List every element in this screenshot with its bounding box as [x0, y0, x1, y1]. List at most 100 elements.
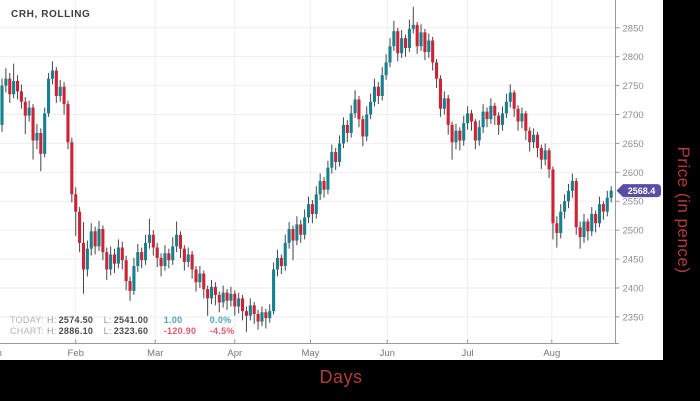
candle-down[interactable] — [435, 62, 439, 79]
candle-down[interactable] — [128, 281, 132, 291]
candle-down[interactable] — [54, 70, 58, 96]
candle-down[interactable] — [586, 221, 590, 232]
candle-up[interactable] — [283, 242, 287, 267]
candle-down[interactable] — [120, 247, 124, 261]
candle-down[interactable] — [524, 113, 528, 131]
candle-up[interactable] — [116, 247, 120, 264]
candle-up[interactable] — [570, 181, 574, 191]
candle-down[interactable] — [539, 148, 543, 160]
candle-up[interactable] — [89, 231, 93, 249]
candle-up[interactable] — [209, 286, 214, 299]
candle-up[interactable] — [400, 38, 404, 54]
candle-down[interactable] — [264, 312, 268, 319]
candle-down[interactable] — [415, 24, 419, 47]
candle-down[interactable] — [159, 257, 163, 267]
candle-up[interactable] — [454, 130, 458, 143]
candle-down[interactable] — [493, 105, 497, 116]
candle-down[interactable] — [512, 92, 516, 109]
candle-down[interactable] — [458, 130, 462, 141]
candle-up[interactable] — [466, 113, 470, 124]
candle-up[interactable] — [365, 114, 369, 137]
candle-up[interactable] — [109, 254, 113, 270]
candle-down[interactable] — [528, 130, 532, 143]
candle-down[interactable] — [423, 32, 427, 53]
candlestick-chart[interactable]: Jan Feb Mar Apr May Jun Jul Aug 2850 2800 2750 2700… — [0, 0, 663, 360]
candle-up[interactable] — [175, 234, 179, 247]
candle-up[interactable] — [268, 311, 272, 319]
candle-up[interactable] — [229, 293, 233, 301]
candle-down[interactable] — [23, 101, 27, 116]
candle-down[interactable] — [70, 142, 74, 195]
candle-down[interactable] — [446, 98, 450, 125]
candle-down[interactable] — [244, 311, 248, 316]
candle-down[interactable] — [334, 152, 338, 162]
candle-up[interactable] — [326, 167, 330, 190]
candle-down[interactable] — [485, 111, 489, 120]
candle-down[interactable] — [124, 260, 128, 282]
candle-down[interactable] — [194, 269, 198, 283]
candle-up[interactable] — [171, 246, 175, 261]
candle-up[interactable] — [248, 305, 252, 316]
candle-down[interactable] — [31, 107, 35, 141]
candle-up[interactable] — [306, 204, 311, 218]
candle-down[interactable] — [19, 91, 23, 102]
candle-down[interactable] — [473, 121, 477, 141]
candle-down[interactable] — [594, 213, 598, 224]
candle-down[interactable] — [233, 293, 237, 307]
candle-down[interactable] — [322, 181, 326, 190]
candle-down[interactable] — [151, 234, 155, 248]
candle-up[interactable] — [500, 113, 505, 125]
candle-down[interactable] — [403, 38, 408, 48]
candle-down[interactable] — [310, 204, 314, 214]
candle-down[interactable] — [256, 314, 260, 322]
candle-up[interactable] — [97, 229, 101, 247]
candle-up[interactable] — [318, 181, 322, 195]
candle-down[interactable] — [155, 247, 159, 258]
candle-up[interactable] — [136, 252, 140, 267]
candle-down[interactable] — [202, 273, 206, 290]
candle-up[interactable] — [12, 80, 16, 95]
candle-up[interactable] — [237, 298, 241, 307]
candle-up[interactable] — [380, 75, 384, 96]
candle-up[interactable] — [303, 217, 307, 235]
candle-up[interactable] — [287, 229, 291, 243]
candle-up[interactable] — [260, 312, 264, 322]
candle-down[interactable] — [361, 119, 365, 137]
candle-down[interactable] — [601, 204, 605, 212]
candle-up[interactable] — [272, 269, 276, 312]
candle-down[interactable] — [291, 229, 295, 241]
candle-up[interactable] — [50, 70, 54, 79]
candle-up[interactable] — [275, 257, 280, 270]
candle-down[interactable] — [551, 169, 555, 224]
candle-down[interactable] — [225, 292, 229, 301]
candle-up[interactable] — [477, 127, 481, 141]
candle-down[interactable] — [74, 194, 78, 212]
candle-up[interactable] — [590, 213, 594, 232]
candle-down[interactable] — [252, 305, 256, 315]
candle-down[interactable] — [93, 231, 97, 247]
candle-down[interactable] — [213, 286, 217, 295]
candle-down[interactable] — [299, 224, 303, 235]
candle-up[interactable] — [481, 111, 485, 128]
candle-down[interactable] — [182, 248, 186, 262]
candle-down[interactable] — [438, 78, 442, 109]
candle-down[interactable] — [190, 254, 194, 270]
candle-up[interactable] — [163, 253, 167, 267]
candle-up[interactable] — [295, 224, 299, 241]
candle-down[interactable] — [206, 289, 210, 299]
candle-up[interactable] — [221, 292, 225, 303]
candle-down[interactable] — [279, 257, 283, 267]
candle-down[interactable] — [497, 115, 501, 125]
candle-up[interactable] — [353, 99, 357, 114]
candle-up[interactable] — [407, 28, 411, 48]
candle-up[interactable] — [566, 190, 571, 202]
candle-up[interactable] — [392, 31, 396, 47]
candle-up[interactable] — [543, 150, 547, 160]
candle-down[interactable] — [78, 211, 82, 243]
candle-up[interactable] — [489, 105, 493, 120]
candle-up[interactable] — [43, 113, 47, 154]
candle-up[interactable] — [532, 134, 536, 143]
candle-up[interactable] — [609, 190, 613, 198]
candle-down[interactable] — [555, 223, 559, 234]
candle-up[interactable] — [47, 78, 51, 114]
